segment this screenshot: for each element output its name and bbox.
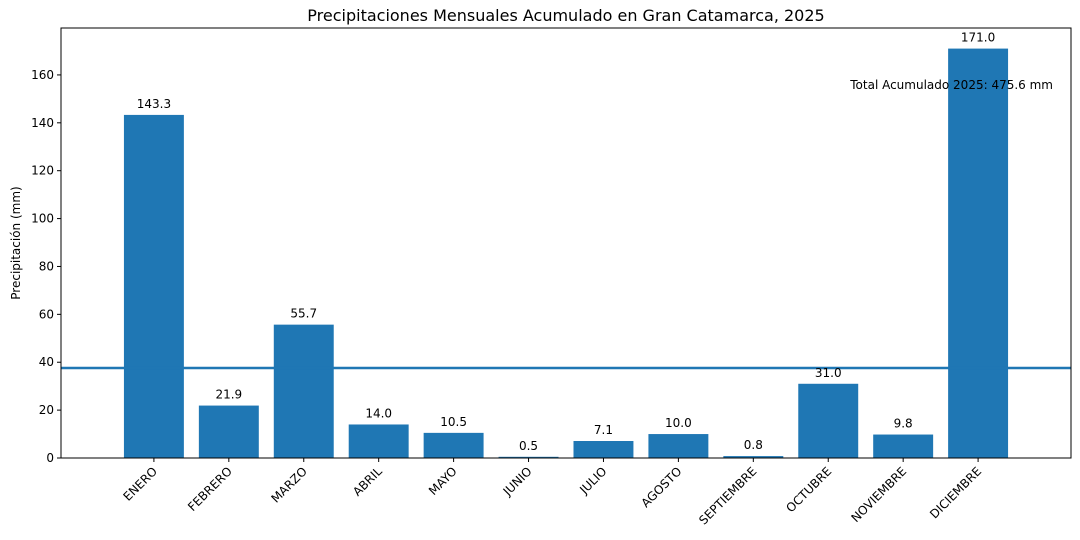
bar-octubre bbox=[798, 383, 859, 458]
data-label-julio: 7.1 bbox=[594, 423, 613, 437]
y-tick-label: 160 bbox=[31, 68, 54, 82]
bar-agosto bbox=[648, 434, 709, 458]
chart-title: Precipitaciones Mensuales Acumulado en G… bbox=[307, 6, 824, 25]
data-label-febrero: 21.9 bbox=[215, 388, 242, 402]
data-label-septiembre: 0.8 bbox=[744, 438, 763, 452]
x-tick-label-enero: ENERO bbox=[120, 464, 160, 504]
y-tick-label: 100 bbox=[31, 212, 54, 226]
bar-enero bbox=[123, 114, 184, 459]
y-tick-label: 120 bbox=[31, 164, 54, 178]
x-tick-label-junio: JUNIO bbox=[500, 464, 535, 499]
x-tick-label-diciembre: DICIEMBRE bbox=[927, 464, 984, 521]
x-tick-label-mayo: MAYO bbox=[426, 464, 460, 498]
data-label-octubre: 31.0 bbox=[815, 366, 842, 380]
data-label-enero: 143.3 bbox=[137, 97, 171, 111]
y-tick-label: 20 bbox=[39, 403, 54, 417]
data-label-marzo: 55.7 bbox=[290, 307, 317, 321]
y-tick-label: 40 bbox=[39, 355, 54, 369]
y-tick-label: 80 bbox=[39, 259, 54, 273]
x-tick-label-abril: ABRIL bbox=[350, 464, 385, 499]
x-tick-label-agosto: AGOSTO bbox=[638, 464, 684, 510]
bar-febrero bbox=[198, 405, 259, 458]
total-annotation: Total Acumulado 2025: 475.6 mm bbox=[849, 78, 1053, 92]
bar-julio bbox=[573, 441, 634, 458]
bar-abril bbox=[348, 424, 409, 458]
data-label-mayo: 10.5 bbox=[440, 415, 467, 429]
data-label-diciembre: 171.0 bbox=[961, 31, 995, 45]
bar-junio bbox=[498, 456, 559, 458]
x-tick-label-julio: JULIO bbox=[576, 464, 609, 497]
y-tick-label: 0 bbox=[46, 451, 54, 465]
data-label-agosto: 10.0 bbox=[665, 416, 692, 430]
x-tick-label-marzo: MARZO bbox=[268, 464, 309, 505]
data-label-junio: 0.5 bbox=[519, 439, 538, 453]
x-tick-label-septiembre: SEPTIEMBRE bbox=[696, 464, 759, 527]
x-tick-label-febrero: FEBRERO bbox=[185, 464, 235, 514]
x-tick-label-noviembre: NOVIEMBRE bbox=[848, 464, 909, 525]
data-label-noviembre: 9.8 bbox=[894, 417, 913, 431]
bar-septiembre bbox=[723, 456, 784, 458]
axes-frame bbox=[60, 27, 1072, 459]
x-tick-label-octubre: OCTUBRE bbox=[783, 464, 834, 515]
y-tick-label: 60 bbox=[39, 307, 54, 321]
bar-marzo bbox=[273, 324, 334, 458]
y-axis-label: Precipitación (mm) bbox=[9, 186, 23, 299]
bar-diciembre bbox=[948, 48, 1009, 458]
bar-mayo bbox=[423, 432, 484, 458]
data-label-abril: 14.0 bbox=[365, 406, 392, 420]
y-tick-label: 140 bbox=[31, 116, 54, 130]
plot-area: 0 20 40 60 80 100 120 140 160 ENERO FEBRERO MARZO AB… bbox=[31, 27, 1072, 527]
bar-noviembre bbox=[873, 434, 934, 458]
